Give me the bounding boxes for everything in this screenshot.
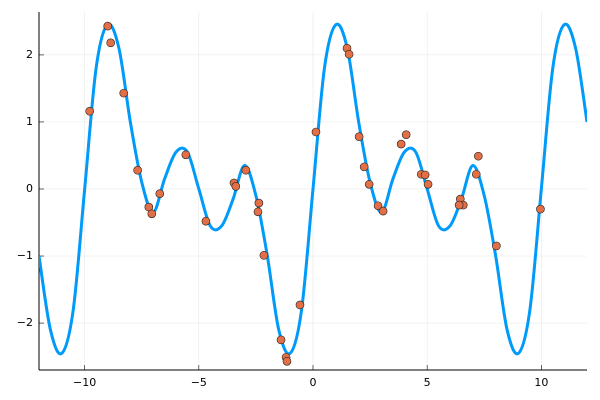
y-tick-label: −2: [17, 316, 33, 329]
scatter-point: [378, 206, 388, 216]
scatter-point: [103, 21, 113, 31]
scatter-point: [354, 132, 364, 141]
scatter-point: [259, 251, 269, 260]
y-tick-label: 1: [26, 115, 33, 128]
scatter-point: [474, 151, 483, 161]
scatter-point: [373, 201, 383, 211]
scatter-point: [106, 38, 115, 48]
scatter-point: [231, 182, 241, 191]
scatter-point: [254, 198, 264, 208]
x-tick-label: −5: [191, 376, 207, 389]
scatter-point: [420, 170, 430, 180]
scatter-point: [364, 179, 374, 189]
y-tick-label: 2: [26, 48, 33, 61]
scatter-point: [359, 162, 369, 172]
scatter-point: [85, 106, 94, 116]
scatter-point: [201, 216, 211, 226]
scatter-point: [119, 88, 129, 98]
scatter-point: [311, 127, 321, 137]
scatter-point: [396, 139, 406, 149]
scatter-point: [181, 150, 191, 160]
scatter-point: [282, 356, 292, 366]
scatter-point: [471, 169, 481, 179]
scatter-point: [536, 204, 545, 214]
x-tick-label: 10: [534, 376, 548, 389]
scatter-point: [423, 179, 433, 189]
scatter-point: [295, 300, 305, 310]
line: [39, 22, 587, 356]
scatter-point: [253, 207, 263, 217]
scatter-point: [241, 165, 251, 175]
y-tick-label: 0: [26, 182, 33, 195]
x-tick-label: −10: [73, 376, 96, 389]
scatter-point: [344, 49, 354, 59]
y-tick-label: −1: [17, 249, 33, 262]
x-tick-label: 5: [424, 376, 431, 389]
scatter-point: [276, 335, 286, 345]
scatter-point: [454, 200, 464, 210]
x-tick-label: 0: [310, 376, 317, 389]
scatter-point: [133, 165, 142, 175]
scatter-point: [401, 130, 411, 139]
scatter-point: [147, 209, 157, 219]
scatter-point: [492, 241, 501, 251]
scatter-point: [155, 189, 165, 198]
